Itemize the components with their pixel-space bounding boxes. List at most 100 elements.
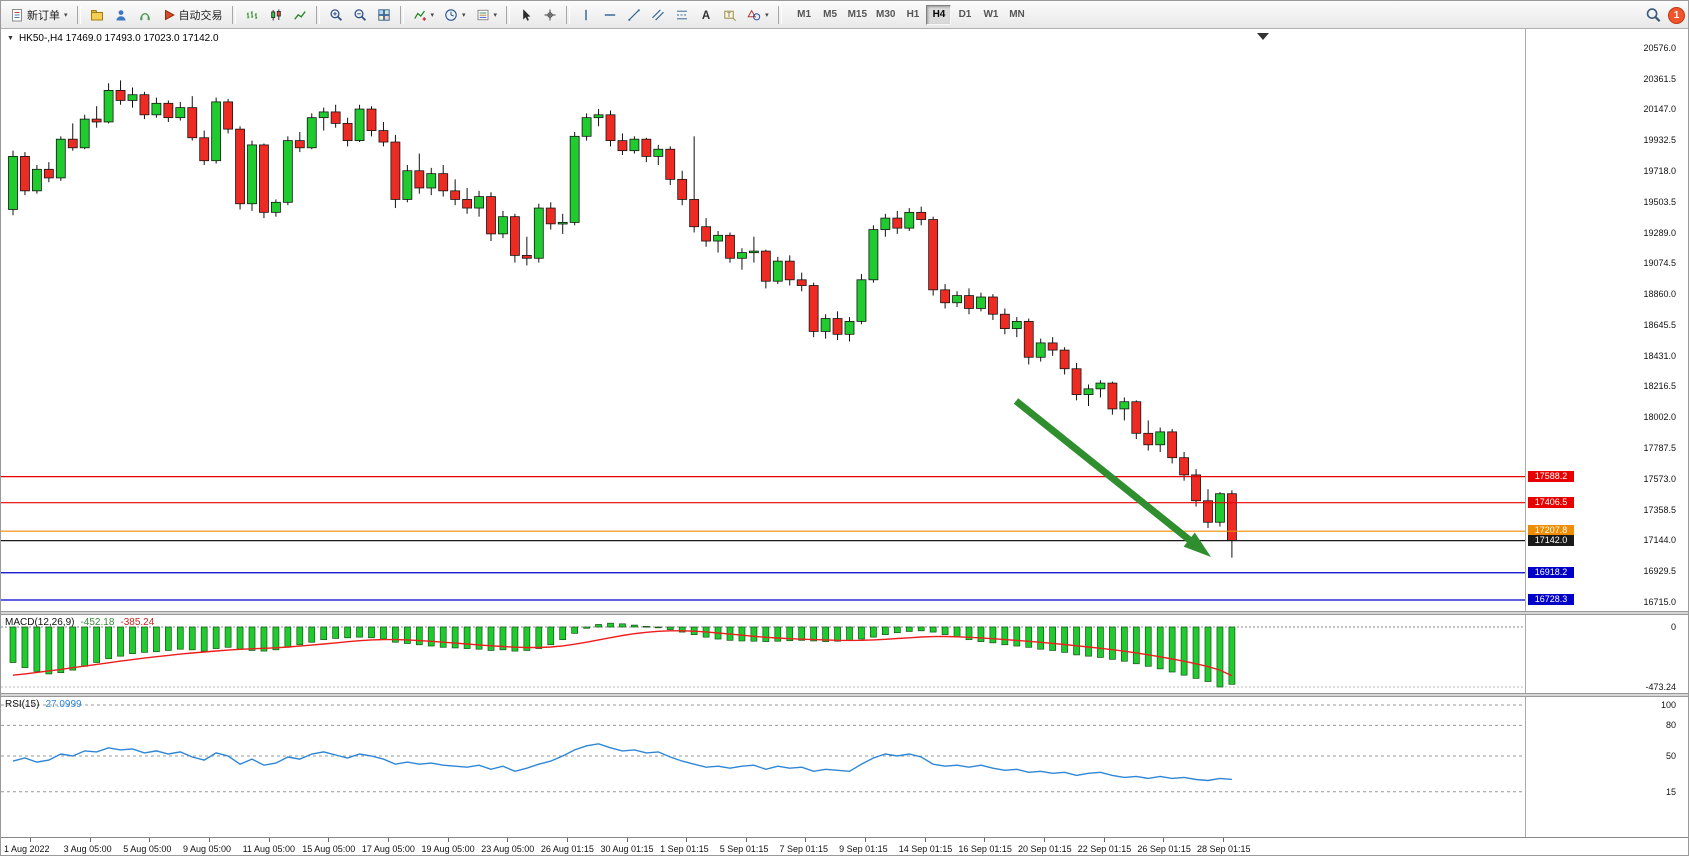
- fibonacci-button[interactable]: [670, 4, 694, 26]
- auto-trading-button[interactable]: 自动交易: [157, 4, 228, 26]
- timeframe-h1-button[interactable]: H1: [900, 5, 925, 25]
- new-order-button[interactable]: 新订单 ▾: [5, 4, 73, 26]
- panel-splitter[interactable]: [1, 693, 1688, 697]
- price-axis-label: 18860.0: [1643, 289, 1676, 300]
- templates-button[interactable]: ▾: [471, 4, 503, 26]
- text-button[interactable]: A: [694, 4, 718, 26]
- toolbar-separator: [506, 5, 511, 24]
- time-scale[interactable]: 1 Aug 2022 3 Aug 05:00 5 Aug 05:00 9 Aug 05…: [1, 837, 1688, 855]
- dropdown-caret-icon: ▾: [462, 11, 466, 19]
- macd-histogram: [9, 622, 1236, 688]
- time-axis-label: 28 Sep 01:15: [1197, 844, 1251, 854]
- macd-scale[interactable]: 0 -473.24: [1525, 615, 1688, 693]
- vline-icon: [585, 9, 587, 20]
- toolbar-separator: [231, 5, 236, 24]
- timeframe-m15-button[interactable]: M15: [844, 5, 871, 25]
- equidistant-channel-button[interactable]: [646, 4, 670, 26]
- price-axis-label: 19718.0: [1643, 166, 1676, 177]
- macd-label: MACD(12,26,9) -452.18 -385.24: [5, 617, 154, 628]
- zoom-in-button[interactable]: [324, 4, 348, 26]
- zoom-out-button[interactable]: [348, 4, 372, 26]
- crosshair-button[interactable]: [538, 4, 562, 26]
- cursor-icon: [523, 8, 531, 21]
- candles: [8, 80, 1237, 558]
- toolbar-separator: [76, 5, 81, 24]
- time-axis-tick: [447, 838, 449, 842]
- rsi-axis-label: 80: [1665, 720, 1676, 731]
- label-icon: T: [724, 10, 737, 21]
- time-axis-label: 3 Aug 05:00: [63, 844, 112, 854]
- chart-dropdown-icon[interactable]: ▼: [7, 35, 14, 42]
- timeframe-m1-button[interactable]: M1: [792, 5, 817, 25]
- fibonacci-icon: [677, 10, 688, 19]
- macd-canvas[interactable]: [1, 615, 1525, 693]
- indicators-button[interactable]: ▾: [408, 4, 440, 26]
- time-axis-tick: [208, 838, 210, 842]
- templates-icon: [477, 9, 489, 20]
- profiles-button[interactable]: [85, 4, 109, 26]
- macd-axis-label: 0: [1670, 622, 1676, 632]
- price-axis-label: 18645.5: [1643, 319, 1676, 330]
- periods-button[interactable]: ▾: [439, 4, 471, 26]
- time-axis-label: 20 Sep 01:15: [1018, 844, 1072, 854]
- time-axis-label: 23 Aug 05:00: [481, 844, 535, 854]
- rsi-name: RSI(15): [5, 699, 40, 710]
- tile-windows-button[interactable]: [372, 4, 396, 26]
- svg-text:T: T: [727, 11, 731, 18]
- timeframe-m5-button[interactable]: M5: [818, 5, 843, 25]
- bar-chart-button[interactable]: [240, 4, 264, 26]
- price-level-label: 16918.2: [1528, 566, 1574, 578]
- cursor-button[interactable]: [514, 4, 538, 26]
- trend-arrow[interactable]: [1013, 398, 1200, 549]
- notification-badge[interactable]: 1: [1668, 6, 1685, 24]
- rsi-scale[interactable]: 100 80 50 15: [1525, 697, 1688, 837]
- price-level-label: 17207.8: [1528, 525, 1574, 537]
- toolbar-separator: [777, 5, 782, 24]
- horizontal-line-button[interactable]: [598, 4, 622, 26]
- price-axis-label: 18216.5: [1643, 381, 1676, 392]
- line-chart-button[interactable]: [288, 4, 312, 26]
- macd-axis-label: -473.24: [1645, 682, 1676, 692]
- timeframe-h4-button[interactable]: H4: [926, 4, 952, 25]
- search-icon: [1646, 8, 1661, 22]
- timeframe-w1-button[interactable]: W1: [978, 5, 1003, 25]
- panel-splitter[interactable]: [1, 611, 1688, 615]
- time-axis-label: 5 Sep 01:15: [719, 844, 769, 854]
- time-axis-label: 16 Sep 01:15: [958, 844, 1012, 854]
- market-watch-button[interactable]: [109, 4, 133, 26]
- price-axis-label: 16929.5: [1643, 566, 1676, 577]
- time-axis-label: 11 Aug 05:00: [242, 844, 295, 854]
- timeframe-m30-button[interactable]: M30: [872, 5, 899, 25]
- price-level-label: 16728.3: [1528, 593, 1574, 605]
- shapes-button[interactable]: ▾: [742, 4, 774, 26]
- price-axis-label: 18431.0: [1643, 350, 1676, 361]
- text-label-button[interactable]: T: [718, 4, 742, 26]
- price-axis-label: 17573.0: [1643, 473, 1676, 484]
- toolbar-right: 1: [1645, 1, 1685, 29]
- time-axis-tick: [924, 838, 926, 842]
- price-scale[interactable]: 20576.0 20361.5 20147.0 19932.5 19718.0 19503…: [1525, 29, 1688, 611]
- trendline-button[interactable]: [622, 4, 646, 26]
- main-chart-canvas[interactable]: [1, 29, 1525, 611]
- search-button[interactable]: [1645, 7, 1661, 23]
- timeframe-d1-button[interactable]: D1: [952, 5, 977, 25]
- rsi-label: RSI(15) 27.0999: [5, 699, 82, 710]
- time-axis-tick: [89, 838, 91, 842]
- candle-chart-icon: [270, 9, 281, 20]
- price-axis-label: 20576.0: [1643, 42, 1676, 53]
- rsi-canvas[interactable]: [1, 697, 1525, 837]
- time-axis-tick: [387, 838, 389, 842]
- timeframe-mn-button[interactable]: MN: [1004, 5, 1029, 25]
- sound-button[interactable]: [133, 4, 157, 26]
- candlestick-chart-button[interactable]: [264, 4, 288, 26]
- rsi-axis-label: 50: [1665, 751, 1676, 761]
- vertical-line-button[interactable]: [574, 4, 598, 26]
- time-axis-label: 26 Sep 01:15: [1137, 844, 1191, 854]
- time-axis-tick: [30, 838, 31, 842]
- macd-main-value: -452.18: [80, 617, 115, 628]
- hline-icon: [604, 13, 616, 16]
- chart-shift-marker[interactable]: [1257, 33, 1269, 40]
- time-axis-tick: [507, 838, 509, 842]
- rsi-line: [12, 743, 1232, 782]
- macd-name: MACD(12,26,9): [5, 617, 75, 628]
